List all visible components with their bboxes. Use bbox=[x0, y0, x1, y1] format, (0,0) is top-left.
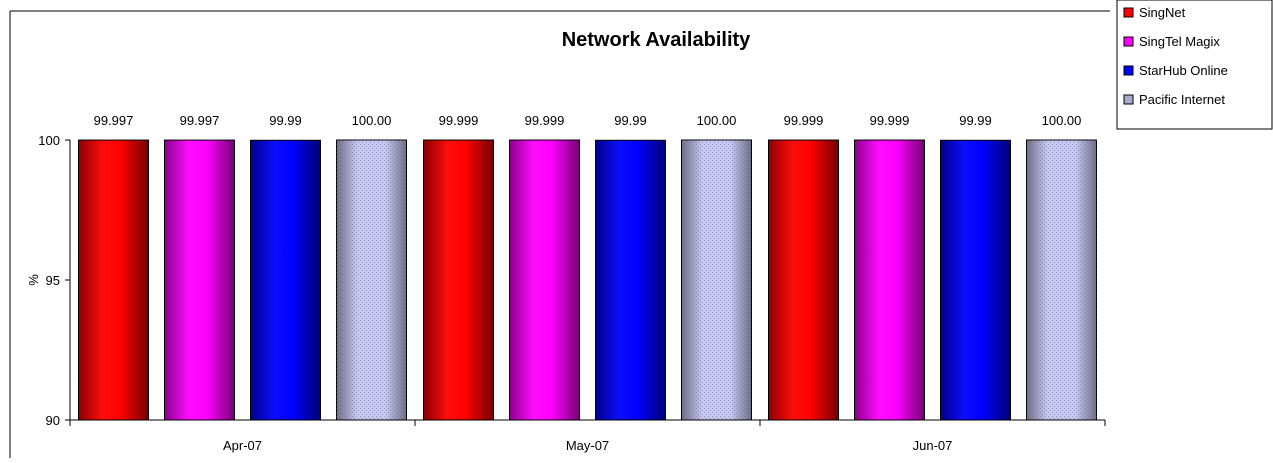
bar-singnet bbox=[768, 139, 839, 421]
bar-singtel-magix bbox=[509, 139, 580, 421]
bar-value-label: 99.99 bbox=[269, 113, 302, 128]
bar-labels: 99.997 99.997 99.99 100.00 99.999 99.999 99.99… bbox=[94, 113, 1082, 128]
y-tick-label: 90 bbox=[46, 413, 60, 428]
legend-label: Pacific Internet bbox=[1139, 92, 1225, 107]
legend-swatch bbox=[1123, 94, 1134, 105]
legend-box bbox=[1116, 0, 1273, 130]
bar-singtel-magix bbox=[854, 139, 925, 421]
bar-pattern-overlay bbox=[1026, 140, 1097, 420]
x-ticks: Apr-07 May-07 Jun-07 bbox=[69, 420, 1106, 453]
bar-pattern-overlay bbox=[681, 140, 752, 420]
legend-label: StarHub Online bbox=[1139, 63, 1228, 78]
bar-starhub-online bbox=[595, 139, 666, 421]
bar-value-label: 99.999 bbox=[439, 113, 479, 128]
bar-value-label: 99.99 bbox=[959, 113, 992, 128]
bar-singnet bbox=[78, 139, 149, 421]
legend-swatch bbox=[1123, 36, 1134, 47]
bar-starhub-online bbox=[940, 139, 1011, 421]
bar-singnet bbox=[423, 139, 494, 421]
bar-value-label: 99.999 bbox=[784, 113, 824, 128]
x-tick-label: May-07 bbox=[566, 438, 609, 453]
x-tick-label: Jun-07 bbox=[913, 438, 953, 453]
legend-swatch bbox=[1123, 65, 1134, 76]
bars bbox=[78, 139, 1097, 421]
bar-value-label: 99.999 bbox=[525, 113, 565, 128]
y-tick-label: 95 bbox=[46, 273, 60, 288]
bar-value-label: 99.999 bbox=[870, 113, 910, 128]
bar-value-label: 100.00 bbox=[352, 113, 392, 128]
bar-starhub-online bbox=[250, 139, 321, 421]
x-tick-label: Apr-07 bbox=[223, 438, 262, 453]
legend-swatch bbox=[1123, 7, 1134, 18]
chart-title: Network Availability bbox=[562, 29, 751, 51]
y-tick-label: 100 bbox=[38, 133, 60, 148]
legend-items: SingNet SingTel Magix StarHub Online Pacifi… bbox=[1123, 5, 1228, 107]
legend-label: SingTel Magix bbox=[1139, 34, 1220, 49]
bar-value-label: 99.99 bbox=[614, 113, 647, 128]
bar-value-label: 99.997 bbox=[180, 113, 220, 128]
bar-value-label: 100.00 bbox=[1042, 113, 1082, 128]
y-ticks: 90 95 100 bbox=[38, 133, 70, 428]
bar-pattern-overlay bbox=[336, 140, 407, 420]
bar-value-label: 100.00 bbox=[697, 113, 737, 128]
legend: SingNet SingTel Magix StarHub Online Pacifi… bbox=[1116, 0, 1273, 130]
legend-label: SingNet bbox=[1139, 5, 1186, 20]
bar-value-label: 99.997 bbox=[94, 113, 134, 128]
y-axis-label: % bbox=[26, 274, 41, 286]
bar-singtel-magix bbox=[164, 139, 235, 421]
